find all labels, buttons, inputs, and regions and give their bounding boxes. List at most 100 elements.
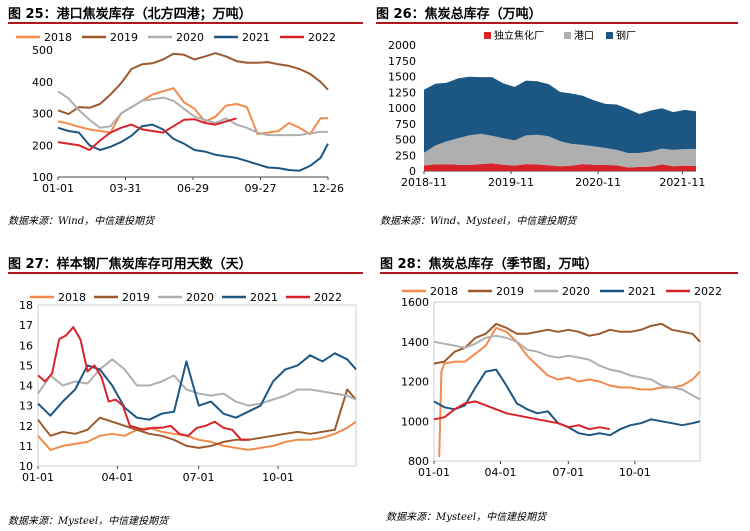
series-line-2018 — [438, 326, 701, 458]
chart-svg: 10 11 12 13 14 15 16 17 18 01-01 04-01 07-01 10-01 20… — [19, 291, 357, 484]
plot-frame — [37, 304, 357, 467]
legend-label-港口: 港口 — [574, 30, 594, 42]
x-tick-label: 01-01 — [418, 466, 450, 479]
y-tick-label: 400 — [32, 76, 53, 89]
series-line-2020 — [37, 358, 357, 407]
area-港口 — [424, 133, 696, 168]
legend-label-2021: 2021 — [242, 31, 270, 44]
y-tick-label: 1500 — [388, 71, 416, 84]
chart-svg: 0 250 500 750 1000 1250 1500 1750 2000 2018-11 201… — [388, 29, 705, 189]
y-tick-label: 1400 — [401, 336, 429, 349]
x-tick-label: 07-01 — [183, 471, 215, 484]
legend-label-钢厂: 钢厂 — [616, 29, 636, 42]
legend-label-2020: 2020 — [562, 285, 590, 298]
legend-label-2019: 2019 — [122, 291, 150, 304]
y-tick-label: 15 — [19, 359, 33, 372]
chart-svg: 100 200 300 400 500 01-01 03-31 06-29 09-27 12-26… — [16, 31, 344, 195]
series-line-2018 — [57, 87, 328, 136]
legend-label-2022: 2022 — [314, 291, 342, 304]
legend-label-2020: 2020 — [186, 291, 214, 304]
legend-label-2022: 2022 — [694, 285, 722, 298]
area-独立焦化厂 — [424, 163, 696, 171]
x-tick-label: 2021-11 — [659, 176, 705, 189]
legend-swatch-钢厂 — [606, 32, 613, 39]
source-note: 数据来源：Wind，中信建投期货 — [8, 216, 155, 227]
y-tick-label: 750 — [395, 118, 416, 131]
series-line-2022 — [57, 117, 237, 151]
legend-label-2018: 2018 — [44, 31, 72, 44]
y-tick-label: 0 — [409, 165, 416, 178]
legend-label-2020: 2020 — [176, 31, 204, 44]
legend-label-2019: 2019 — [110, 31, 138, 44]
legend-swatch-港口 — [564, 32, 571, 39]
y-tick-label: 800 — [408, 455, 429, 468]
legend-label-2022: 2022 — [308, 31, 336, 44]
y-tick-label: 1000 — [388, 102, 416, 115]
y-tick-label: 1600 — [401, 296, 429, 309]
legend-label-2018: 2018 — [430, 285, 458, 298]
x-tick-label: 01-01 — [22, 471, 54, 484]
legend-label-独立焦化厂: 独立焦化厂 — [494, 29, 544, 42]
x-tick-label: 2018-11 — [401, 176, 447, 189]
source-note: 数据来源：Mysteel，中信建投期货 — [386, 512, 547, 523]
x-tick-label: 06-29 — [177, 182, 209, 195]
y-tick-label: 500 — [32, 44, 53, 57]
series-line-2021 — [57, 123, 329, 172]
title-rule — [380, 272, 738, 274]
y-tick-label: 11 — [19, 440, 33, 453]
y-tick-label: 200 — [32, 139, 53, 152]
x-tick-label: 2019-11 — [488, 176, 534, 189]
y-tick-label: 2000 — [388, 39, 416, 52]
y-tick-label: 17 — [19, 319, 33, 332]
plot-frame — [433, 301, 701, 462]
x-tick-label: 10-01 — [262, 471, 294, 484]
y-tick-label: 12 — [19, 420, 33, 433]
series-line-2020 — [433, 334, 701, 401]
chart-title: 图 27：样本钢厂焦炭库存可用天数（天） — [8, 257, 252, 272]
chart-title: 图 25：港口焦炭库存（北方四港；万吨） — [8, 7, 252, 22]
series-line-2019 — [57, 52, 329, 116]
y-tick-label: 1250 — [388, 86, 416, 99]
source-note: 数据来源：Mysteel，中信建投期货 — [8, 516, 169, 527]
area-钢厂 — [424, 76, 696, 153]
y-tick-label: 14 — [19, 380, 33, 393]
y-tick-label: 1750 — [388, 55, 416, 68]
x-tick-label: 04-01 — [485, 466, 517, 479]
legend-label-2018: 2018 — [58, 291, 86, 304]
x-tick-label: 01-01 — [42, 182, 74, 195]
legend-swatch-独立焦化厂 — [484, 32, 491, 39]
x-tick-label: 07-01 — [552, 466, 584, 479]
y-tick-label: 500 — [395, 134, 416, 147]
series-line-2019 — [433, 322, 701, 365]
x-tick-label: 04-01 — [102, 471, 134, 484]
x-tick-label: 12-26 — [312, 182, 344, 195]
y-tick-label: 250 — [395, 149, 416, 162]
y-tick-label: 13 — [19, 400, 33, 413]
y-tick-label: 10 — [19, 460, 33, 473]
chart-title: 图 28：焦炭总库存（季节图，万吨） — [380, 257, 598, 272]
x-tick-label: 03-31 — [110, 182, 142, 195]
y-tick-label: 100 — [32, 171, 53, 184]
series-line-2018 — [37, 420, 357, 451]
y-tick-label: 300 — [32, 108, 53, 121]
chart-panel-port-coke-inventory: 图 25：港口焦炭库存（北方四港；万吨） 100 200 300 400 500 01-0… — [0, 0, 370, 230]
series-line-2022 — [37, 326, 250, 441]
title-rule — [8, 272, 363, 274]
chart-title: 图 26：焦炭总库存（万吨） — [376, 7, 542, 22]
x-tick-label: 09-27 — [245, 182, 277, 195]
legend-label-2021: 2021 — [628, 285, 656, 298]
legend-label-2021: 2021 — [250, 291, 278, 304]
title-rule — [8, 22, 363, 24]
y-tick-label: 18 — [19, 299, 33, 312]
series-line-2020 — [57, 90, 328, 137]
chart-svg: 800 1000 1200 1400 1600 01-01 04-01 07-01 10-01 2… — [401, 285, 722, 479]
title-rule — [376, 22, 738, 24]
y-tick-label: 1200 — [401, 376, 429, 389]
chart-panel-total-coke-inventory: 图 26：焦炭总库存（万吨） 0 250 500 750 1000 1250 1500 175… — [376, 0, 746, 230]
chart-panel-steel-mill-coke-days: 图 27：样本钢厂焦炭库存可用天数（天） 10 11 12 13 14 15 16 17 18 0… — [0, 248, 370, 531]
x-tick-label: 10-01 — [619, 466, 651, 479]
x-tick-label: 2020-11 — [575, 176, 621, 189]
chart-panel-coke-seasonal: 图 28：焦炭总库存（季节图，万吨） 800 1000 1200 1400 1600 01… — [376, 248, 746, 531]
y-tick-label: 1000 — [401, 415, 429, 428]
source-note: 数据来源：Wind、Mysteel，中信建投期货 — [380, 216, 577, 227]
